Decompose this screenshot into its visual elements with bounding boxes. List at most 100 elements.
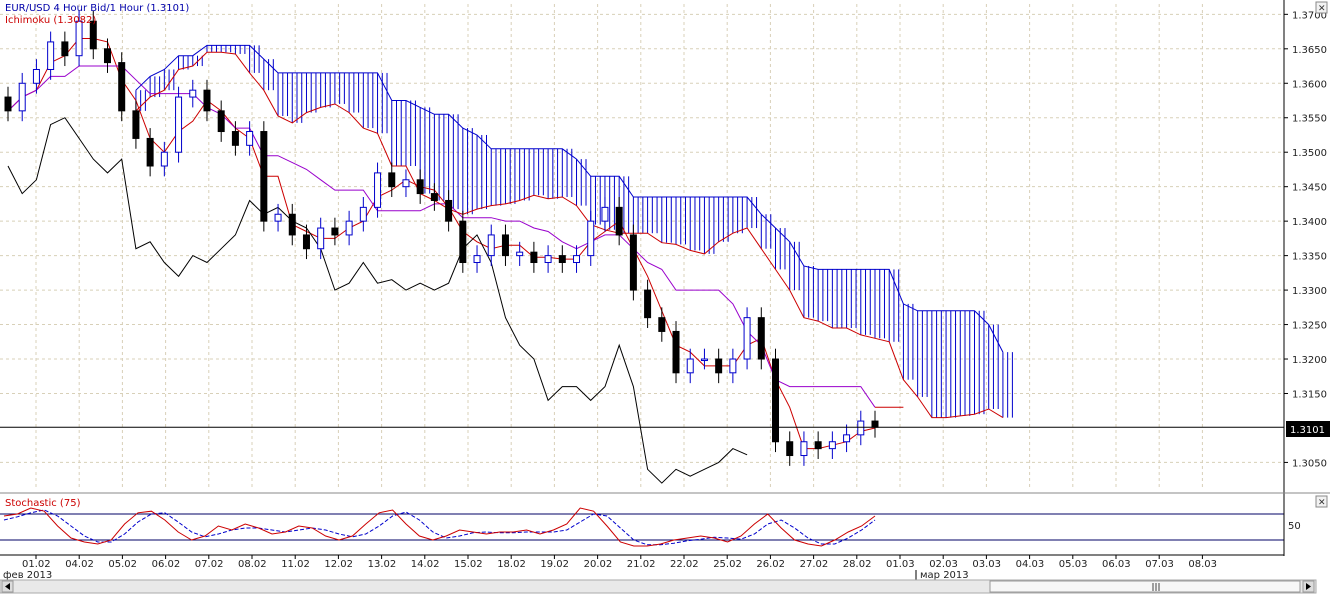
- candle-up: [32, 68, 40, 84]
- candle-up: [828, 441, 836, 450]
- candle-down: [501, 234, 509, 257]
- candle-down: [146, 137, 154, 167]
- stochastic-close-icon[interactable]: ✕: [1318, 498, 1326, 508]
- scroll-right-icon: [1306, 583, 1311, 590]
- candle-up: [573, 255, 581, 264]
- candle-down: [430, 193, 438, 201]
- candle-down: [103, 48, 111, 64]
- candle-up: [246, 131, 254, 146]
- price-tick-label: 1.3550: [1292, 114, 1327, 125]
- candle-down: [558, 255, 566, 264]
- time-tick-label: 01.02: [22, 559, 51, 570]
- time-tick-label: 15.02: [454, 559, 483, 570]
- time-tick-label: 20.02: [584, 559, 613, 570]
- close-button[interactable]: [1315, 1, 1328, 14]
- candle-up: [700, 358, 708, 362]
- stochastic-label: Stochastic (75): [5, 498, 81, 509]
- time-tick-label: 05.02: [108, 559, 137, 570]
- grid: [0, 4, 1284, 490]
- candle-down: [715, 358, 723, 374]
- time-tick-label: 06.03: [1102, 559, 1131, 570]
- time-tick-label: 22.02: [670, 559, 699, 570]
- candle-down: [4, 96, 12, 112]
- candle-up: [175, 96, 183, 153]
- candle-down: [89, 20, 97, 50]
- time-tick-label: 04.02: [65, 559, 94, 570]
- candle-down: [203, 89, 211, 112]
- price-tick-label: 1.3150: [1292, 389, 1327, 400]
- price-tick-label: 1.3450: [1292, 183, 1327, 194]
- candle-up: [374, 172, 382, 208]
- candle-up: [843, 434, 851, 443]
- price-tick-label: 1.3300: [1292, 286, 1327, 297]
- candle-up: [18, 82, 26, 112]
- price-tick-label: 1.3050: [1292, 458, 1327, 469]
- candle-up: [473, 255, 481, 264]
- scroll-thumb[interactable]: [989, 580, 1301, 593]
- candle-up: [800, 441, 808, 457]
- candle-down: [814, 441, 822, 450]
- candle-down: [672, 330, 680, 374]
- candle-down: [260, 131, 268, 222]
- time-tick-label: 21.02: [627, 559, 656, 570]
- stochastic-close-button[interactable]: [1315, 495, 1328, 508]
- candle-down: [231, 131, 239, 146]
- senkou-span-b: [135, 44, 1004, 353]
- close-icon[interactable]: ✕: [1318, 4, 1326, 14]
- month-label: фев 2013: [3, 570, 52, 581]
- time-tick-label: 07.02: [195, 559, 224, 570]
- time-tick-label: 12.02: [324, 559, 353, 570]
- kijun-line: [7, 65, 876, 408]
- candle-down: [331, 227, 339, 236]
- candle-up: [47, 41, 55, 70]
- candle-up: [729, 358, 737, 374]
- candle-down: [757, 317, 765, 360]
- candle-down: [217, 110, 225, 133]
- candle-up: [601, 206, 609, 222]
- candle-up: [587, 220, 595, 257]
- candle-down: [629, 234, 637, 291]
- time-tick-label: 04.03: [1016, 559, 1045, 570]
- time-tick-label: 08.03: [1188, 559, 1217, 570]
- chart-title: EUR/USD 4 Hour Bid/1 Hour (1.3101): [5, 3, 189, 14]
- candle-up: [544, 255, 552, 264]
- scroll-grip-icon: [1152, 583, 1160, 591]
- time-tick-label: 06.02: [152, 559, 181, 570]
- time-tick-label: 26.02: [756, 559, 785, 570]
- horizontal-scrollbar[interactable]: [0, 579, 1317, 594]
- price-tick-label: 1.3250: [1292, 321, 1327, 332]
- candle-up: [160, 151, 168, 167]
- senkou-span-a: [135, 51, 1004, 419]
- candle-down: [302, 234, 310, 250]
- price-tick-label: 1.3400: [1292, 217, 1327, 228]
- time-tick-label: 02.03: [929, 559, 958, 570]
- time-tick-label: 08.02: [238, 559, 267, 570]
- price-tick-label: 1.3200: [1292, 355, 1327, 366]
- candle-up: [359, 206, 367, 222]
- price-tick-label: 1.3700: [1292, 10, 1327, 21]
- candle-up: [487, 234, 495, 257]
- axes: 1.3700 1.3650 1.3600 1.3550 1.3500 1.3450 1.34…: [0, 0, 1330, 581]
- time-tick-label: 19.02: [540, 559, 569, 570]
- stochastic-d-line: [3, 509, 876, 546]
- chikou-line: [7, 117, 748, 484]
- candle-up: [686, 358, 694, 374]
- candle-down: [530, 251, 538, 264]
- time-tick-label: 14.02: [411, 559, 440, 570]
- price-tick-label: 1.3600: [1292, 79, 1327, 90]
- time-tick-label: 05.03: [1059, 559, 1088, 570]
- candle-down: [132, 110, 140, 139]
- candle-up: [402, 179, 410, 188]
- price-tick-label: 1.3500: [1292, 148, 1327, 159]
- candle-down: [786, 441, 794, 457]
- candle-down: [118, 62, 126, 112]
- time-tick-label: 25.02: [713, 559, 742, 570]
- time-tick-label: 18.02: [497, 559, 526, 570]
- time-tick-label: 13.02: [368, 559, 397, 570]
- time-tick-label: 07.03: [1145, 559, 1174, 570]
- candle-down: [658, 317, 666, 332]
- candle-up: [317, 227, 325, 250]
- last-price-badge: [1286, 421, 1330, 437]
- stochastic-panel: [0, 507, 1284, 547]
